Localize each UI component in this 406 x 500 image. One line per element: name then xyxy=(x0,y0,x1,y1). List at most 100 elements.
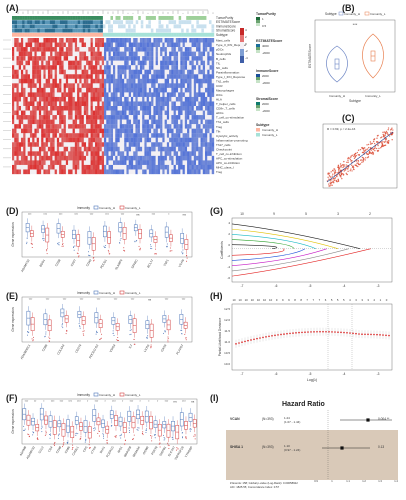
heatmap-cell xyxy=(128,87,132,93)
heatmap-cell xyxy=(139,151,143,157)
outlier-point xyxy=(182,249,184,251)
heatmap-cell xyxy=(155,164,159,170)
y-tick: 11.0 xyxy=(224,340,230,344)
outlier-point xyxy=(111,425,113,427)
box xyxy=(87,231,92,245)
heatmap-cell xyxy=(14,155,17,161)
outlier-point xyxy=(31,338,33,340)
heatmap-cell xyxy=(56,128,60,134)
significance-marker: *** xyxy=(114,298,118,302)
annotation-cell xyxy=(168,28,172,33)
heatmap-cell xyxy=(146,124,150,129)
heatmap-cell xyxy=(193,133,197,138)
heatmap-cell xyxy=(110,74,114,79)
heatmap-cell xyxy=(43,146,46,152)
heatmap-cell xyxy=(43,155,46,161)
heatmap-cell xyxy=(65,128,69,134)
annotation-cell xyxy=(186,28,189,33)
heatmap-cell xyxy=(180,60,183,66)
heatmap-cell xyxy=(97,160,100,166)
heatmap-cell xyxy=(110,115,114,120)
heatmap-cell xyxy=(207,65,210,70)
heatmap-cell xyxy=(77,83,80,89)
heatmap-cell xyxy=(135,155,138,161)
heatmap-cell xyxy=(191,133,194,138)
heatmap-cell xyxy=(166,96,170,102)
heatmap-cell xyxy=(175,155,179,161)
annotation-cell xyxy=(42,28,46,33)
outlier-point xyxy=(189,430,191,432)
heatmap-cell xyxy=(99,151,102,157)
scatter-point xyxy=(328,183,330,185)
heatmap-cell xyxy=(182,87,185,93)
heatmap-cell xyxy=(196,137,199,143)
heatmap-cell xyxy=(12,42,15,48)
heatmap-cell xyxy=(211,78,215,84)
heatmap-cell xyxy=(178,96,181,102)
annotation-cell xyxy=(138,24,141,29)
heatmap-cell xyxy=(18,169,22,175)
heatmap-cell xyxy=(108,160,111,166)
scatter-point xyxy=(363,153,365,155)
heatmap-cell xyxy=(178,110,181,116)
heatmap-cell xyxy=(182,110,185,116)
scatter-point xyxy=(366,148,369,150)
outlier-point xyxy=(73,246,75,248)
heatmap-cell xyxy=(202,56,206,61)
scatter-point xyxy=(365,157,367,159)
scatter-point xyxy=(329,178,332,181)
heatmap-cell xyxy=(137,106,141,111)
heatmap-cell xyxy=(99,142,102,147)
y-axis-label: Partial Likelihood Deviance xyxy=(218,318,222,357)
outlier-point xyxy=(75,435,77,437)
annotation-cell xyxy=(105,24,109,29)
significance-marker: *** xyxy=(131,298,135,302)
heatmap-cell xyxy=(12,83,15,89)
heatmap-cell xyxy=(153,60,156,66)
heatmap-cell xyxy=(164,155,168,161)
heatmap-cell xyxy=(79,110,82,116)
annotation-cell xyxy=(17,20,20,25)
heatmap-cell xyxy=(27,101,31,107)
heatmap-cell xyxy=(166,92,170,98)
heatmap-cell xyxy=(74,47,78,52)
heatmap-cell xyxy=(164,119,168,125)
box xyxy=(105,425,110,434)
outlier-point xyxy=(94,427,96,429)
heatmap-cell xyxy=(146,38,150,43)
outlier-point xyxy=(150,346,152,348)
annotation-cell xyxy=(120,24,124,29)
deviance-point xyxy=(235,343,237,345)
heatmap-cell xyxy=(108,101,111,107)
heatmap-cell xyxy=(193,169,197,175)
heatmap-cell xyxy=(198,51,201,57)
heatmap-cell xyxy=(200,47,203,52)
scatter-point xyxy=(338,173,340,175)
heatmap-cell xyxy=(97,119,100,125)
heatmap-cell xyxy=(43,133,46,138)
annotation-cell xyxy=(90,20,93,25)
heat-colorbar-tick: 4 xyxy=(245,28,247,32)
heatmap-cell xyxy=(72,101,75,107)
annotation-cell xyxy=(198,28,202,33)
heatmap-cell xyxy=(157,101,161,107)
annotation-cell xyxy=(181,32,184,37)
annotation-cell xyxy=(133,32,136,37)
heatmap-cell xyxy=(25,115,28,120)
heatmap-cell xyxy=(171,87,174,93)
heatmap-cell xyxy=(162,60,165,66)
outlier-point xyxy=(104,246,106,248)
heatmap-cell xyxy=(32,69,35,75)
outlier-point xyxy=(63,442,65,444)
heatmap-cell xyxy=(59,60,62,66)
heatmap-cell xyxy=(110,133,114,138)
heatmap-cell xyxy=(99,56,102,61)
heatmap-cell xyxy=(23,128,26,134)
outlier-point xyxy=(100,337,102,339)
heatmap-cell xyxy=(52,169,55,175)
heatmap-cell xyxy=(81,106,84,111)
heatmap-cell xyxy=(146,92,150,98)
heatmap-cell xyxy=(115,87,118,93)
heatmap-cell xyxy=(137,38,141,43)
heatmap-cell xyxy=(142,78,145,84)
